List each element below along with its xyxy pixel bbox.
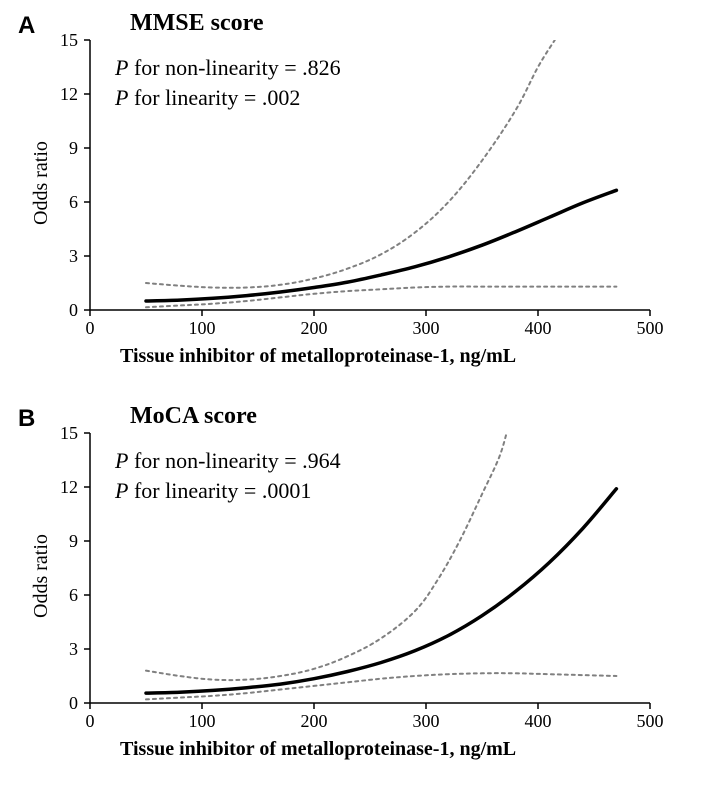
panel-b: B MoCA score P for non-linearity = .964 …: [0, 393, 709, 786]
svg-text:0: 0: [69, 693, 78, 713]
svg-text:500: 500: [637, 711, 664, 731]
svg-text:100: 100: [189, 711, 216, 731]
svg-text:500: 500: [637, 318, 664, 338]
svg-text:0: 0: [69, 300, 78, 320]
panel-a-chart: 0 100 200 300 400 500 0 3 6 9 12 15: [0, 0, 709, 393]
svg-text:100: 100: [189, 318, 216, 338]
svg-text:9: 9: [69, 531, 78, 551]
svg-text:9: 9: [69, 138, 78, 158]
svg-text:300: 300: [413, 711, 440, 731]
svg-text:15: 15: [60, 423, 78, 443]
panel-b-chart: 0 100 200 300 400 500 0 3 6 9 12 15: [0, 393, 709, 786]
svg-text:3: 3: [69, 246, 78, 266]
svg-text:200: 200: [301, 711, 328, 731]
svg-text:0: 0: [86, 318, 95, 338]
svg-text:300: 300: [413, 318, 440, 338]
svg-text:400: 400: [525, 711, 552, 731]
svg-text:6: 6: [69, 192, 78, 212]
svg-text:3: 3: [69, 639, 78, 659]
svg-text:6: 6: [69, 585, 78, 605]
svg-text:0: 0: [86, 711, 95, 731]
svg-text:12: 12: [60, 84, 78, 104]
panel-a: A MMSE score P for non-linearity = .826 …: [0, 0, 709, 393]
svg-text:12: 12: [60, 477, 78, 497]
svg-text:200: 200: [301, 318, 328, 338]
svg-text:400: 400: [525, 318, 552, 338]
svg-text:15: 15: [60, 30, 78, 50]
